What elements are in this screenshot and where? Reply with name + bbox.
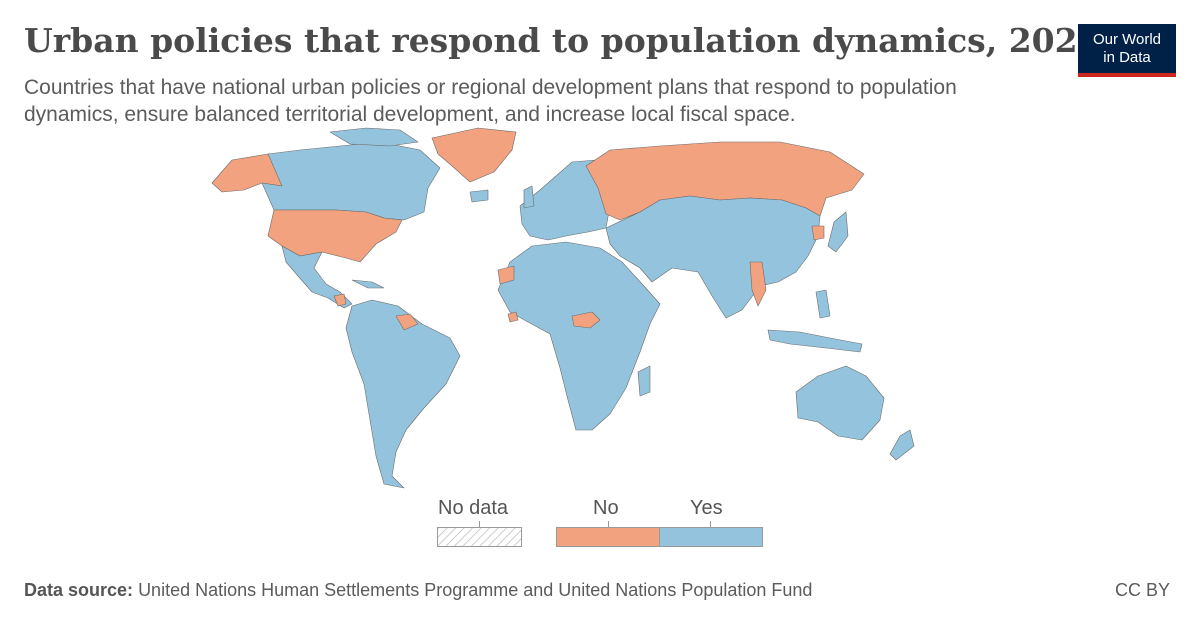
legend-yes-label: Yes xyxy=(690,497,723,519)
region-japan[interactable] xyxy=(827,211,849,253)
region-nicaragua[interactable] xyxy=(333,293,347,307)
region-asia[interactable] xyxy=(605,195,821,319)
world-map[interactable] xyxy=(0,120,1200,500)
region-south-america[interactable] xyxy=(345,299,461,489)
legend-yes-swatch[interactable] xyxy=(659,527,763,547)
owid-logo[interactable]: Our World in Data xyxy=(1078,24,1176,77)
legend-no-data-tick xyxy=(479,521,480,527)
chart-subtitle: Countries that have national urban polic… xyxy=(24,76,957,127)
data-source-link[interactable]: United Nations Human Settlements Program… xyxy=(138,580,813,600)
region-australia[interactable] xyxy=(795,365,885,441)
region-indonesia[interactable] xyxy=(767,329,863,353)
region-madagascar[interactable] xyxy=(637,365,651,397)
region-caribbean[interactable] xyxy=(351,279,385,289)
region-iceland[interactable] xyxy=(469,189,489,203)
region-guianas[interactable] xyxy=(395,313,419,331)
logo-line-1: Our World xyxy=(1092,31,1162,48)
region-car[interactable] xyxy=(571,311,601,329)
region-new-zealand[interactable] xyxy=(889,429,915,461)
legend-no-tick xyxy=(608,521,609,527)
region-mexico[interactable] xyxy=(281,245,353,309)
legend-no-data-label: No data xyxy=(438,497,509,519)
legend-no-data-swatch xyxy=(437,527,522,547)
region-arctic-islands[interactable] xyxy=(329,127,419,147)
region-western-sahara[interactable] xyxy=(497,265,515,285)
data-source-label: Data source: xyxy=(24,580,134,600)
region-myanmar[interactable] xyxy=(749,261,767,307)
region-north-korea[interactable] xyxy=(811,225,825,241)
region-africa[interactable] xyxy=(497,241,661,431)
region-canada[interactable] xyxy=(261,141,441,221)
license-link[interactable]: CC BY xyxy=(1114,580,1170,600)
region-uk[interactable] xyxy=(523,185,535,209)
legend-yes-tick xyxy=(710,521,711,527)
region-liberia[interactable] xyxy=(507,311,519,323)
region-europe[interactable] xyxy=(519,159,611,241)
data-source: Data source: United Nations Human Settle… xyxy=(24,580,812,601)
region-greenland[interactable] xyxy=(431,127,517,183)
region-philippines[interactable] xyxy=(815,289,831,319)
legend-no-label: No xyxy=(593,497,619,519)
legend-no-swatch[interactable] xyxy=(556,527,660,547)
chart-title: Urban policies that respond to populatio… xyxy=(24,21,1101,60)
logo-line-2: in Data xyxy=(1103,49,1151,66)
